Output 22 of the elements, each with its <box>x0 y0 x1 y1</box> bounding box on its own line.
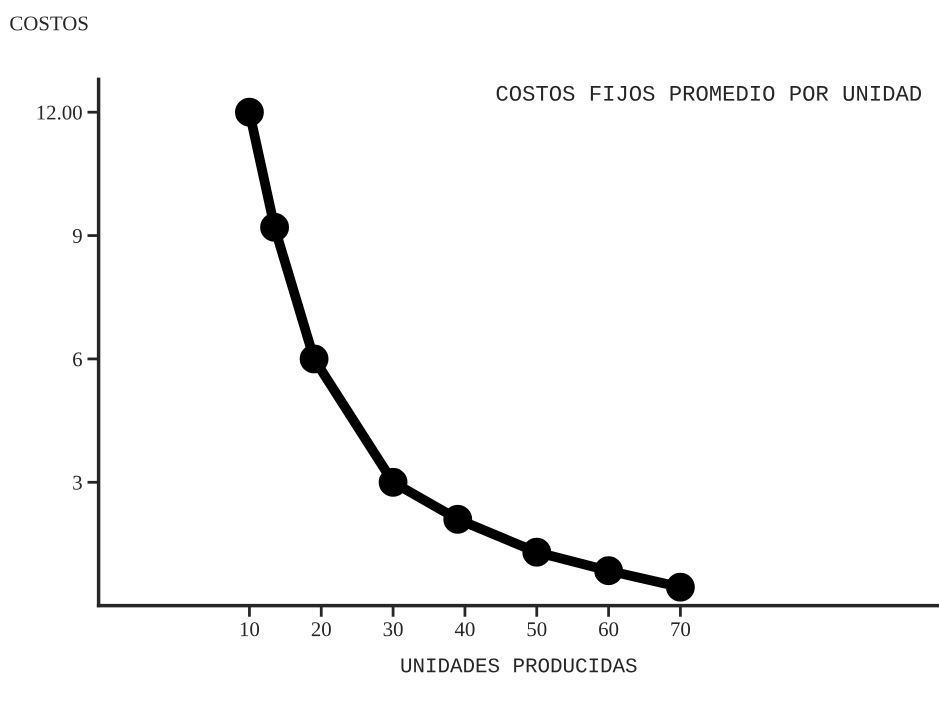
x-tick-label: 40 <box>454 622 475 636</box>
y-axis-title: COSTOS <box>10 16 88 30</box>
x-tick-label: 50 <box>528 622 546 636</box>
x-axis-title: UNIDADES PRODUCIDAS <box>401 658 637 672</box>
point <box>300 344 328 374</box>
x-tick-label: 30 <box>384 622 403 636</box>
point <box>235 98 264 127</box>
x-tick-label: 20 <box>312 622 331 636</box>
point <box>378 468 408 497</box>
x-tick-label: 70 <box>671 622 690 636</box>
point <box>666 572 695 602</box>
y-tick-label: 12.00 <box>38 106 82 120</box>
point <box>594 556 623 586</box>
point <box>260 212 289 242</box>
point <box>443 504 472 534</box>
y-tick-label: 6 <box>73 352 82 366</box>
x-tick-label: 10 <box>240 622 260 636</box>
point <box>522 538 552 567</box>
x-tick-label: 60 <box>599 622 618 636</box>
chart-title: COSTOS FIJOS PROMEDIO POR UNIDAD <box>496 86 922 101</box>
y-tick-label: 3 <box>73 476 82 490</box>
y-tick-label: 9 <box>72 228 82 243</box>
